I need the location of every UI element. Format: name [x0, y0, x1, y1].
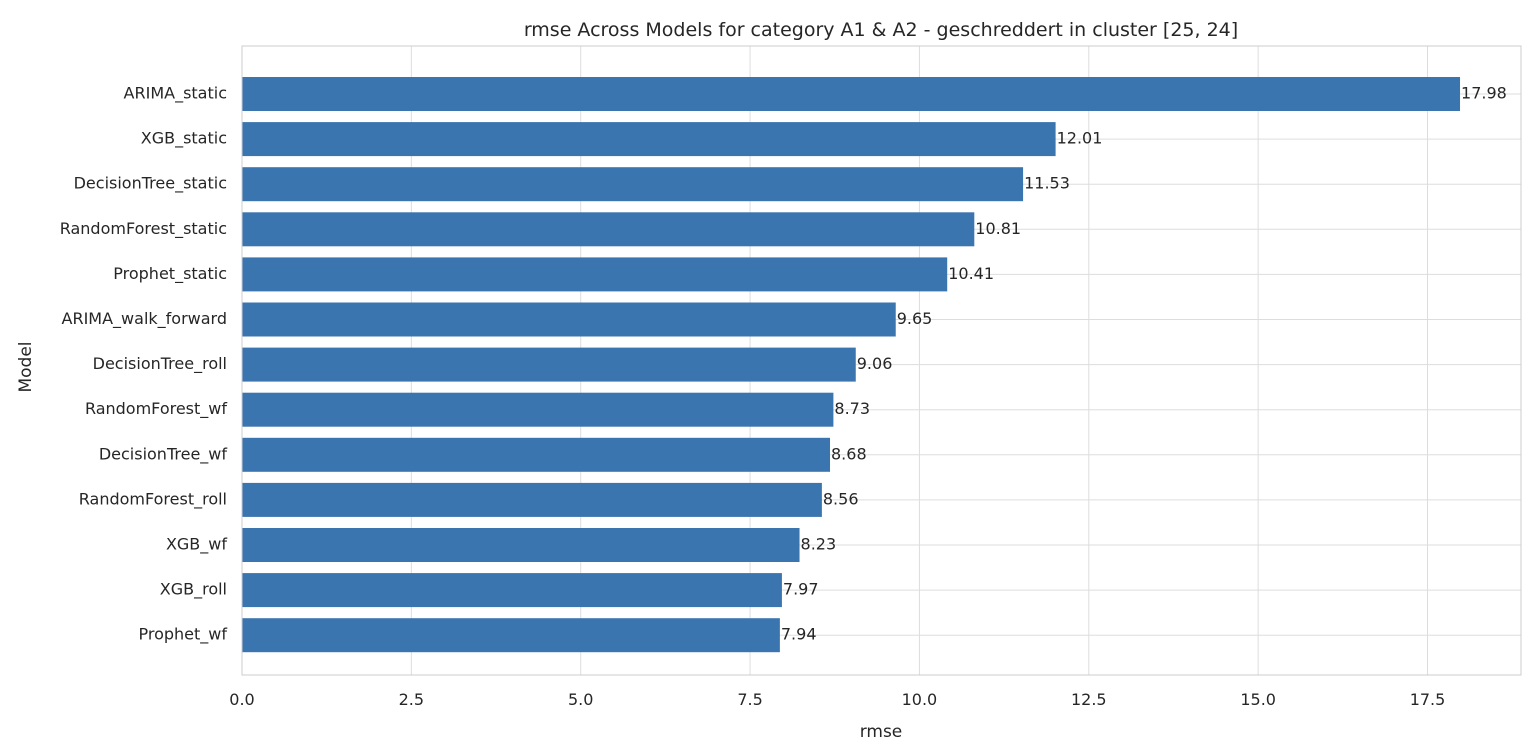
- bar-randomforest-static: [242, 212, 975, 247]
- x-axis-tick-labels: 0.0 2.5 5.0 7.5 10.0 12.5 15.0 17.5: [229, 690, 1445, 709]
- x-tick-label: 17.5: [1410, 690, 1446, 709]
- data-label: 9.65: [897, 309, 933, 328]
- bar-decisiontree-roll: [242, 347, 856, 382]
- data-label: 10.81: [975, 219, 1021, 238]
- y-tick-label: DecisionTree_wf: [99, 444, 228, 464]
- y-tick-label: DecisionTree_static: [74, 174, 227, 194]
- y-tick-label: XGB_roll: [160, 580, 227, 600]
- bars: [242, 77, 1461, 653]
- bar-randomforest-wf: [242, 392, 834, 427]
- x-tick-label: 15.0: [1240, 690, 1276, 709]
- bar-xgb-roll: [242, 573, 782, 608]
- bar-xgb-wf: [242, 528, 800, 562]
- bar-decisiontree-wf: [242, 437, 831, 472]
- bar-xgb-static: [242, 122, 1056, 157]
- y-tick-label: XGB_wf: [166, 535, 227, 555]
- data-labels: 17.98 12.01 11.53 10.81 10.41 9.65 9.06 8.73 8.6…: [781, 84, 1507, 644]
- x-tick-label: 2.5: [399, 690, 424, 709]
- data-label: 7.97: [783, 580, 819, 599]
- y-tick-label: RandomForest_static: [60, 219, 227, 239]
- y-tick-label: Prophet_static: [113, 264, 227, 284]
- y-tick-label: RandomForest_wf: [85, 399, 227, 419]
- data-label: 8.23: [801, 535, 837, 554]
- data-label: 8.56: [823, 489, 859, 508]
- x-axis-title: rmse: [860, 722, 903, 742]
- data-label: 17.98: [1461, 84, 1507, 103]
- data-label: 10.41: [948, 264, 994, 283]
- y-tick-label: DecisionTree_roll: [93, 354, 227, 374]
- y-tick-label: Prophet_wf: [138, 625, 227, 645]
- y-axis-tick-labels: ARIMA_static XGB_static DecisionTree_stati…: [60, 84, 228, 645]
- x-tick-label: 10.0: [902, 690, 938, 709]
- x-tick-label: 7.5: [737, 690, 762, 709]
- chart-title: rmse Across Models for category A1 & A2 …: [524, 19, 1238, 41]
- data-label: 8.73: [834, 399, 870, 418]
- plot-frame: [241, 45, 1522, 676]
- y-tick-label: ARIMA_walk_forward: [62, 309, 227, 329]
- bar-arima-walk-forward: [242, 302, 896, 337]
- y-axis-title: Model: [16, 341, 36, 392]
- data-label: 7.94: [781, 625, 817, 644]
- bar-decisiontree-static: [242, 167, 1024, 202]
- bar-prophet-wf: [242, 618, 780, 653]
- data-label: 12.01: [1057, 129, 1103, 148]
- y-tick-label: XGB_static: [141, 129, 227, 149]
- bar-arima-static: [242, 77, 1461, 111]
- data-label: 9.06: [857, 354, 893, 373]
- x-tick-label: 5.0: [568, 690, 593, 709]
- data-label: 11.53: [1024, 174, 1070, 193]
- y-tick-label: ARIMA_static: [124, 84, 227, 104]
- bar-randomforest-roll: [242, 482, 822, 517]
- data-label: 8.68: [831, 444, 867, 463]
- y-tick-label: RandomForest_roll: [79, 489, 227, 509]
- x-tick-label: 12.5: [1071, 690, 1107, 709]
- bar-prophet-static: [242, 257, 948, 292]
- x-tick-label: 0.0: [229, 690, 254, 709]
